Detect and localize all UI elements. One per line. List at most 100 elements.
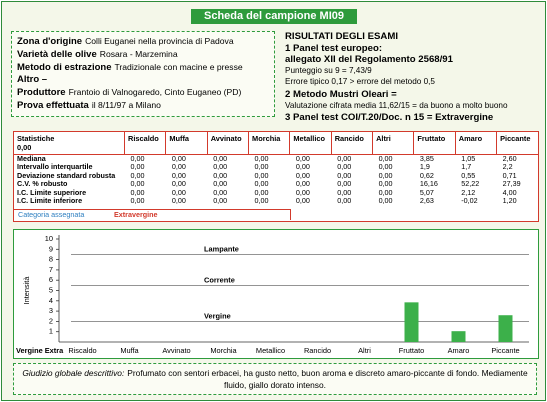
- result-line: Valutazione cifrata media 11,62/15 = da …: [285, 100, 508, 110]
- table-cell: 0,00: [378, 179, 393, 189]
- annotation: Vergine: [204, 311, 231, 320]
- table-cell: 0,00: [337, 179, 352, 189]
- table-row: I.C. Limite superiore 0,00 0,00 0,00 0,00 0,0…: [14, 187, 538, 197]
- chart-box: 1 2 3 4 5 6 7 8 9 10 Intensità Lampante Corrente Verg…: [13, 229, 539, 359]
- annotation: Lampante: [204, 244, 239, 253]
- x-tick-label: Morchia: [210, 346, 237, 355]
- table-cell: 0,00: [130, 179, 145, 189]
- table-cell: 0,00: [295, 170, 310, 180]
- info-value: Colli Euganei nella provincia di Padova: [85, 36, 234, 46]
- column-header: Amaro: [454, 132, 497, 155]
- result-line: allegato XII del Regolamento 2568/91: [285, 54, 453, 66]
- table-cell: 1,7: [461, 162, 472, 172]
- info-value: Tradizionale con macine e presse: [114, 61, 243, 72]
- annotation: Vergine Extra: [16, 346, 64, 355]
- column-header: Piccante: [496, 132, 538, 155]
- table-cell: 0,00: [254, 179, 269, 189]
- corner-cell: Statistiche 0,00: [14, 132, 125, 155]
- x-tick-label: Metallico: [256, 346, 285, 355]
- table-cell: 0,00: [254, 170, 269, 180]
- x-tick-label: Riscaldo: [68, 346, 96, 355]
- table-cell: 27,39: [502, 179, 521, 189]
- x-tick-label: Amaro: [448, 346, 470, 355]
- info-value: Rosara - Marzemina: [99, 48, 178, 59]
- table-row: Deviazione standard robusta 0,00 0,00 0,00 0…: [14, 170, 538, 180]
- table-cell: 0,00: [295, 154, 310, 163]
- x-tick-label: Piccante: [491, 346, 519, 355]
- info-row: Prova effettuata il 8/11/97 a Milano: [17, 100, 269, 113]
- stats-table: Statistiche 0,00 Riscaldo Muffa Avvinato Morc…: [14, 132, 538, 205]
- table-row: I.C. Limite inferiore 0,00 0,00 0,00 0,00 0,0…: [14, 196, 538, 206]
- table-cell: 0,00: [213, 179, 228, 189]
- table-cell: 0,00: [378, 187, 393, 197]
- info-label: Prova effettuata: [17, 99, 89, 111]
- table-cell: 0,00: [254, 187, 269, 197]
- table-row: C.V. % robusto 0,00 0,00 0,00 0,00 0,00 0,00 0,…: [14, 179, 538, 189]
- info-row: Altro –: [17, 74, 269, 87]
- y-tick-label: 3: [49, 306, 53, 315]
- table-cell: 2,60: [502, 154, 517, 163]
- info-row: Zona d'origine Colli Euganei nella provin…: [17, 36, 269, 49]
- column-header: Rancido: [330, 132, 373, 155]
- table-cell: 0,00: [171, 187, 186, 197]
- table-cell: 2,2: [502, 162, 513, 172]
- table-cell: 0,00: [295, 162, 310, 172]
- category-value: Extravergine: [114, 210, 158, 219]
- table-cell: 0,00: [337, 187, 352, 197]
- info-row: Metodo di estrazione Tradizionale con mac…: [17, 62, 269, 75]
- y-tick-label: 9: [49, 244, 53, 253]
- bar: [404, 302, 419, 342]
- table-cell: 0,00: [130, 170, 145, 180]
- table-cell: 0,00: [213, 170, 228, 180]
- table-cell: 0,00: [378, 162, 393, 172]
- y-tick-label: 10: [45, 234, 53, 243]
- x-tick-label: Rancido: [304, 346, 331, 355]
- column-header: Altri: [372, 132, 414, 155]
- sheet-title: Scheda del campione MI09: [191, 9, 357, 24]
- row-label: I.C. Limite superiore: [17, 187, 87, 197]
- y-tick-label: 5: [49, 285, 53, 294]
- info-value: il 8/11/97 a Milano: [91, 99, 161, 110]
- table-cell: 0,00: [378, 170, 393, 180]
- table-cell: 5,07: [419, 187, 434, 197]
- result-line: 2 Metodo Mustri Oleari =: [285, 88, 397, 100]
- table-cell: 1,05: [461, 154, 476, 163]
- table-cell: 0,00: [295, 187, 310, 197]
- table-cell: 0,00: [171, 154, 186, 163]
- table-cell: 0,62: [419, 170, 434, 180]
- judgement-text: Profumato con sentori erbacei, ha gusto …: [127, 368, 528, 390]
- bar: [498, 315, 513, 342]
- table-cell: 0,00: [130, 162, 145, 172]
- y-tick-label: 1: [49, 327, 53, 336]
- x-tick-label: Fruttato: [399, 346, 424, 355]
- x-tick-label: Altri: [358, 346, 371, 355]
- table-cell: 52,22: [461, 179, 480, 189]
- table-cell: 0,55: [461, 170, 476, 180]
- info-label: Varietà delle olive: [17, 48, 97, 60]
- table-cell: 2,63: [419, 196, 434, 206]
- table-row: Mediana 0,00 0,00 0,00 0,00 0,00 0,00 0,00 3,85 1…: [14, 154, 538, 164]
- column-header: Muffa: [165, 132, 208, 155]
- row-label: I.C. Limite inferiore: [17, 196, 83, 206]
- table-cell: 0,00: [378, 196, 393, 206]
- table-cell: 0,00: [213, 196, 228, 206]
- column-header: Metallico: [289, 132, 332, 155]
- table-cell: 0,00: [378, 154, 393, 163]
- table-cell: 0,00: [130, 154, 145, 163]
- row-label: Intervallo interquartile: [17, 162, 93, 172]
- results: RISULTATI DEGLI ESAMI 1 Panel test europ…: [285, 31, 543, 124]
- bar: [451, 331, 466, 342]
- info-value: Frantoio di Valnogaredo, Cinto Euganeo (…: [68, 87, 242, 98]
- table-cell: 0,00: [130, 196, 145, 206]
- table-cell: 0,00: [171, 170, 186, 180]
- judgement-label: Giudizio globale descrittivo:: [22, 368, 125, 378]
- table-cell: 0,00: [337, 162, 352, 172]
- y-tick-label: 8: [49, 255, 53, 264]
- corner-text: 0,00: [17, 143, 32, 152]
- table-cell: 0,00: [337, 154, 352, 163]
- row-label: Deviazione standard robusta: [17, 170, 116, 180]
- result-line: 1 Panel test europeo:: [285, 42, 383, 54]
